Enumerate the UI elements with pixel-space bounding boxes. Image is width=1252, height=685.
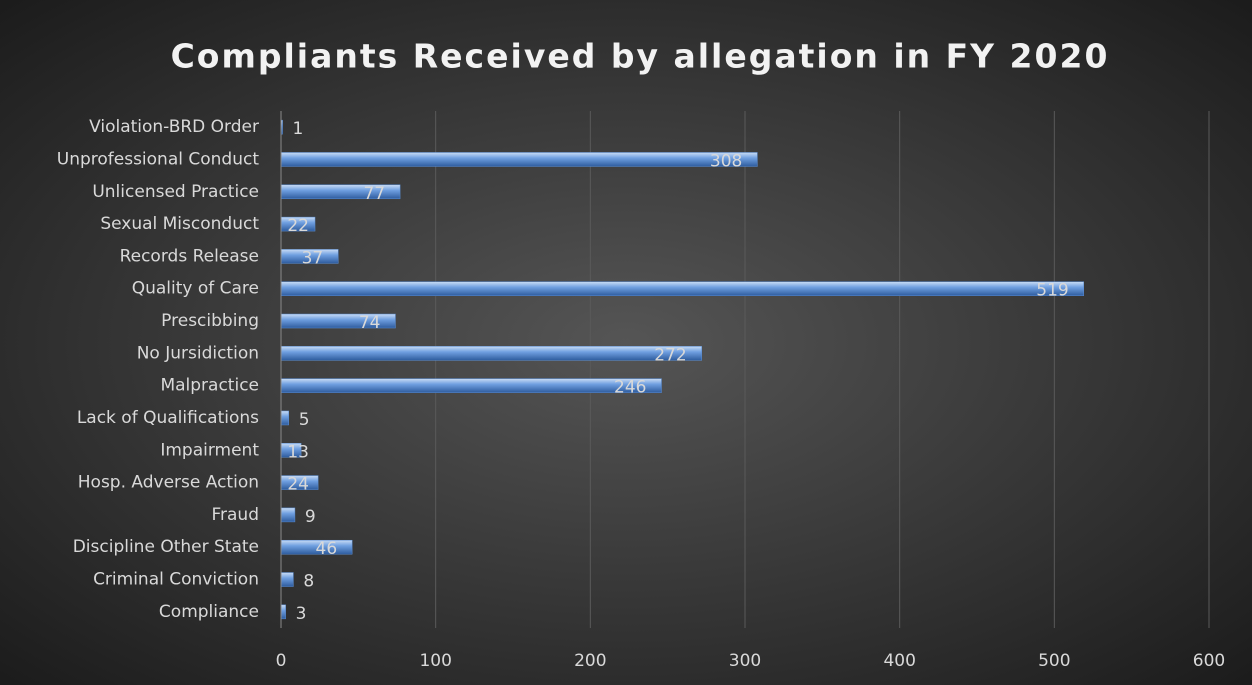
data-label: 24: [287, 475, 309, 495]
y-tick-label: Sexual Misconduct: [100, 214, 259, 234]
x-tick-label: 0: [276, 651, 287, 671]
x-tick-label: 600: [1193, 651, 1225, 671]
y-tick-label: Records Release: [120, 246, 259, 266]
bar: [280, 281, 1084, 296]
x-tick-label: 200: [574, 651, 606, 671]
data-label: 272: [654, 345, 686, 365]
data-label: 308: [710, 151, 742, 171]
data-label: 9: [305, 507, 316, 527]
y-tick-label: Fraud: [211, 505, 259, 525]
y-tick-label: Quality of Care: [132, 279, 259, 299]
y-tick-label: Impairment: [160, 440, 259, 460]
y-tick-label: Violation-BRD Order: [89, 117, 259, 137]
bar: [280, 507, 296, 523]
y-tick-label: No Jursidiction: [137, 343, 259, 363]
data-label: 22: [287, 216, 309, 236]
data-label: 246: [614, 378, 646, 398]
data-label: 1: [293, 119, 304, 139]
x-tick-label: 100: [419, 651, 451, 671]
y-tick-label: Lack of Qualifications: [77, 408, 259, 428]
y-tick-label: Prescibbing: [161, 311, 259, 331]
x-tick-label: 300: [729, 651, 761, 671]
data-label: 46: [316, 539, 338, 559]
bar: [280, 152, 758, 167]
chart-title: Compliants Received by allegation in FY …: [171, 37, 1110, 76]
data-label: 8: [303, 572, 314, 592]
x-tick-label: 500: [1038, 651, 1070, 671]
data-label: 3: [296, 604, 307, 624]
y-tick-label: Hosp. Adverse Action: [78, 473, 259, 493]
data-label: 77: [363, 184, 385, 204]
bar: [280, 346, 702, 361]
y-tick-label: Malpractice: [160, 376, 259, 396]
bar: [280, 604, 286, 620]
data-label: 13: [287, 442, 309, 462]
bar: [280, 378, 662, 393]
data-label: 519: [1036, 281, 1068, 301]
x-tick-label: 400: [883, 651, 915, 671]
y-tick-label: Unprofessional Conduct: [57, 149, 260, 169]
y-tick-label: Criminal Conviction: [93, 570, 259, 590]
data-label: 5: [299, 410, 310, 430]
data-label: 37: [302, 248, 324, 268]
y-tick-label: Unlicensed Practice: [92, 182, 259, 202]
y-tick-label: Compliance: [159, 602, 259, 622]
bar: [280, 572, 294, 587]
bar: [280, 410, 289, 426]
data-label: 74: [359, 313, 381, 333]
y-tick-label: Discipline Other State: [73, 537, 259, 557]
